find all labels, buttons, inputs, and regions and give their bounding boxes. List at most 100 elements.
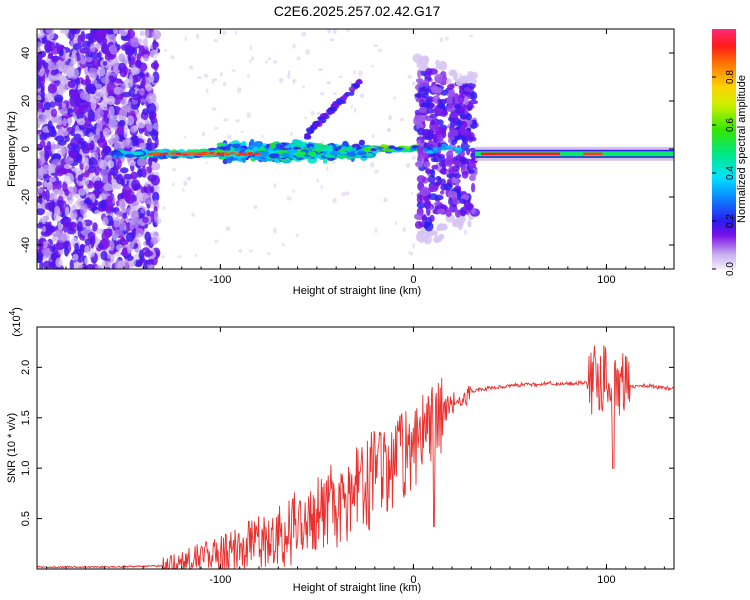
spectrogram-cell-1549	[373, 44, 378, 48]
spectrogram-cell-1029	[109, 34, 116, 44]
spectrogram-cell-1534	[377, 48, 382, 52]
spectrogram-cell-1625	[261, 135, 264, 138]
spectrogram-cell-2803	[131, 151, 143, 156]
spectrogram-cell-3227	[424, 200, 431, 210]
spectrogram-cell-1470	[138, 249, 145, 261]
spectrogram-cell-1491	[43, 180, 48, 188]
spectrogram-cell-1101	[150, 231, 160, 239]
spectrogram-cell-3506	[459, 125, 466, 136]
spectrogram-cell-1251	[150, 62, 159, 70]
spectrogram-cell-1294	[100, 134, 106, 143]
spectrogram-cell-1434	[123, 78, 134, 88]
spectrogram-cell-3266	[436, 226, 441, 232]
spectrogram-cell-1457	[64, 172, 74, 185]
spectrogram-cell-3211	[420, 113, 426, 122]
spectrogram-cell-3486	[447, 103, 454, 109]
spectrogram-cell-3012	[401, 149, 413, 153]
spectrogram-cell-1644	[273, 183, 277, 189]
spectrogram-cell-3400	[446, 91, 456, 98]
spectrogram-cell-1721	[307, 129, 312, 135]
colorbar-gradient	[712, 29, 736, 269]
spectrogram-cell-1719	[317, 116, 325, 120]
spectrogram-cell-1289	[146, 121, 153, 132]
spectrogram-cell-3494	[446, 159, 453, 166]
colorbar-tick-label-2: 0.4	[725, 166, 736, 180]
spectrogram-cell-3259	[434, 130, 442, 135]
spectrogram-cell-3470	[466, 70, 474, 81]
spectrogram-cell-938	[37, 188, 44, 193]
spectrogram-cell-2837	[233, 152, 241, 155]
spectrogram-cell-1468	[118, 53, 126, 62]
spectrogram-cell-3347	[467, 220, 472, 228]
spectrogram-cell-1495	[95, 42, 102, 50]
spectrogram-cell-1009	[130, 134, 139, 147]
spectrogram-cell-1478	[80, 90, 89, 101]
spectrogram-cell-2864	[197, 152, 205, 155]
spectrogram-cell-1641	[183, 135, 187, 139]
spectrogram-cell-1451	[134, 219, 139, 230]
spectrogram-cell-1646	[292, 79, 295, 85]
spectrogram-cell-934	[85, 57, 94, 63]
spectrogram-cell-1542	[346, 29, 350, 32]
spectrogram-cell-1610	[360, 93, 365, 99]
spectrogram-cell-3493	[462, 91, 469, 95]
spectrogram-cell-1484	[145, 83, 153, 92]
spectrogram-cell-1078	[126, 29, 136, 39]
spectrogram-cell-1523	[325, 166, 329, 171]
spectrogram-cell-3243	[414, 220, 423, 229]
spectrogram-cell-1525	[286, 73, 291, 79]
spectrogram-cell-3483	[465, 113, 473, 121]
spectrogram-cell-1648	[326, 81, 332, 85]
spectrogram-cell-3255	[435, 176, 442, 181]
spectrogram-cell-1164	[97, 138, 108, 149]
spec-ytick-label-2: 0	[20, 146, 32, 152]
spectrogram-cell-1367	[143, 250, 153, 257]
spectrogram-cell-1612	[329, 38, 335, 42]
spec-ytick-label-0: -40	[20, 237, 32, 253]
spectrogram-cell-1526	[296, 56, 301, 61]
spectrogram-cell-3466	[455, 179, 460, 186]
spectrogram-cell-1283	[143, 193, 152, 205]
spectrogram-cell-1368	[143, 262, 148, 269]
spectrogram-cell-1462	[47, 83, 58, 94]
spectrogram-cell-1441	[88, 157, 98, 169]
spectrogram-cell-1400	[102, 61, 108, 66]
spec-ytick-label-4: 40	[20, 47, 32, 59]
spectrogram-cell-3442	[453, 75, 458, 82]
spectrogram-cell-1324	[109, 127, 115, 133]
spectrogram-cell-1082	[135, 228, 145, 238]
spectrogram-cell-1291	[113, 216, 121, 228]
spectrogram-cell-1700	[348, 86, 356, 92]
spectrogram-cell-1619	[445, 36, 449, 41]
spectrogram-cell-3534	[426, 146, 433, 150]
snr-background	[37, 327, 674, 569]
spectrogram-cell-3446	[449, 112, 459, 118]
spectrogram-cell-1539	[411, 155, 416, 160]
spectrogram-cell-1399	[98, 193, 107, 200]
spectrogram-cell-3005	[383, 148, 394, 152]
spec-xtick-label-1: 0	[410, 274, 416, 286]
spectrogram-cell-199	[136, 53, 142, 61]
spectrogram-cell-3273	[423, 161, 431, 168]
spectrogram-cell-1569	[203, 73, 209, 78]
spectrogram-cell-3492	[457, 108, 464, 114]
spectrogram-cell-1393	[72, 253, 79, 261]
spectrogram-cell-3532	[457, 148, 463, 152]
spectrogram-cell-3478	[461, 75, 469, 84]
spectrogram-cell-1362	[48, 176, 57, 183]
spectrogram-cell-1479	[123, 137, 133, 149]
spectrogram-cell-1343	[107, 138, 117, 145]
spectrogram-cell-1095	[129, 221, 135, 231]
spectrogram-cell-1575	[164, 49, 168, 52]
spectrogram-cell-1473	[41, 216, 46, 225]
spectrogram-cell-3501	[463, 95, 469, 106]
spectrogram-cell-3270	[425, 68, 433, 76]
snr-marks	[37, 345, 674, 569]
spectrogram-cell-1373	[37, 168, 44, 180]
spectrogram-cell-1153	[63, 240, 69, 250]
spectrogram-cell-1188	[66, 193, 74, 205]
spectrogram-cell-1541	[332, 160, 336, 165]
spectrogram-cell-1378	[57, 83, 67, 94]
spectrogram-x-label: Height of straight line (km)	[293, 285, 421, 297]
